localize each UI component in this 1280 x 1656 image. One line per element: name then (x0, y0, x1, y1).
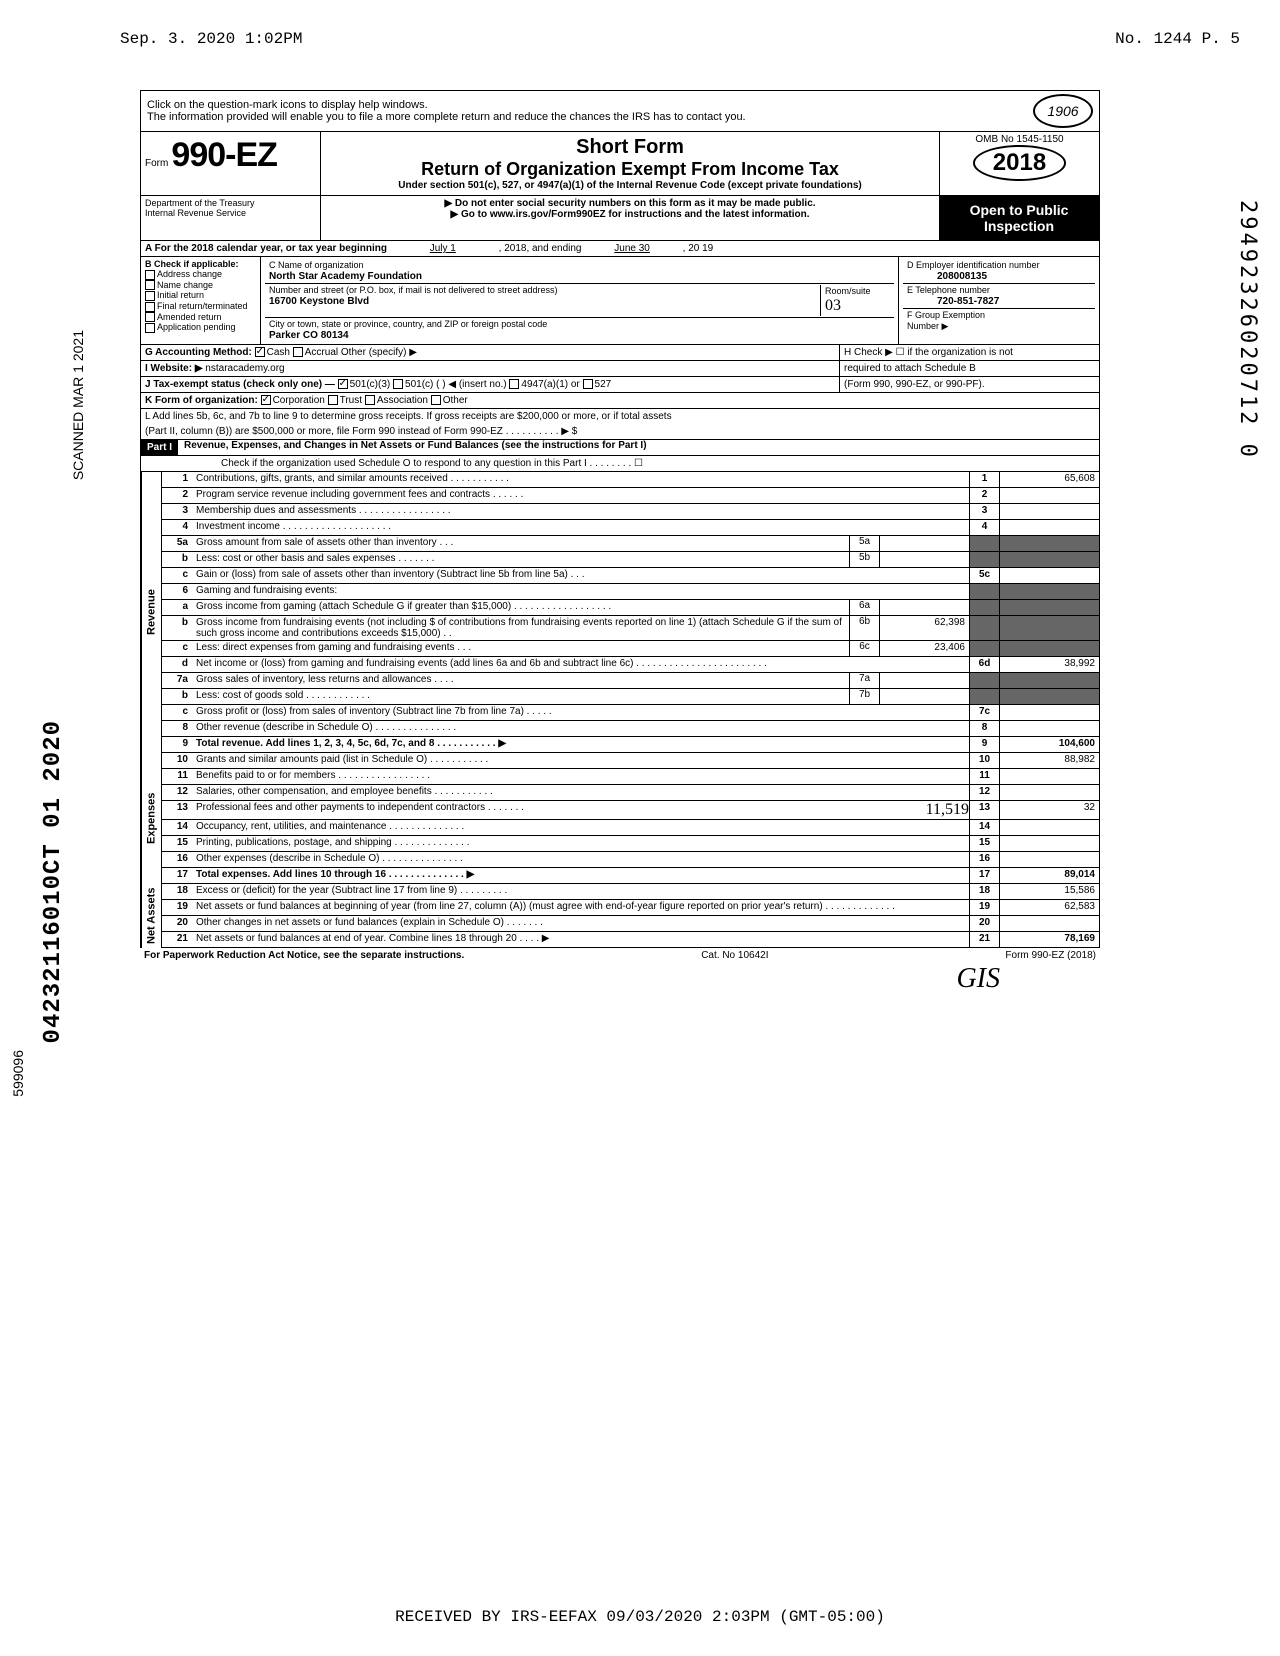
j-label: J Tax-exempt status (check only one) — (145, 379, 335, 390)
l-text1: L Add lines 5b, 6c, and 7b to line 9 to … (141, 409, 1099, 424)
e-label: E Telephone number (907, 285, 990, 295)
form-label: Form (145, 158, 168, 169)
dept-label: Department of the Treasury Internal Reve… (141, 196, 321, 240)
subtitle: Under section 501(c), 527, or 4947(a)(1)… (325, 180, 935, 191)
section-b: B Check if applicable: Address change Na… (141, 257, 261, 344)
fax-timestamp: Sep. 3. 2020 1:02PM (120, 30, 302, 48)
checkbox-final[interactable] (145, 302, 155, 312)
checkbox-other[interactable] (431, 395, 441, 405)
return-title: Return of Organization Exempt From Incom… (325, 159, 935, 180)
h-line2: required to attach Schedule B (844, 363, 976, 374)
fax-page: No. 1244 P. 5 (1115, 30, 1240, 48)
section-def: D Employer identification number 2080081… (899, 257, 1099, 344)
section-c: C Name of organization North Star Academ… (261, 257, 899, 344)
checkbox-cash[interactable] (255, 347, 265, 357)
fax-footer: RECEIVED BY IRS-EEFAX 09/03/2020 2:03PM … (0, 1608, 1280, 1626)
f-label: F Group Exemption (907, 310, 985, 320)
checkbox-527[interactable] (583, 379, 593, 389)
city-label: City or town, state or province, country… (269, 319, 547, 329)
right-barcode: 29492326020712 0 (1235, 200, 1260, 460)
checkbox-pending[interactable] (145, 323, 155, 333)
checkbox-501c[interactable] (393, 379, 403, 389)
g-label: G Accounting Method: (145, 347, 252, 358)
l-text2: (Part II, column (B)) are $500,000 or mo… (141, 424, 1099, 439)
ein: 208008135 (907, 271, 987, 282)
checkbox-corp[interactable] (261, 395, 271, 405)
part1-title: Revenue, Expenses, and Changes in Net As… (178, 440, 647, 455)
form-ref: Form 990-EZ (2018) (1005, 950, 1096, 961)
c-label: C Name of organization (269, 260, 364, 270)
checkbox-501c3[interactable] (338, 379, 348, 389)
help-banner: Click on the question-mark icons to disp… (140, 90, 1100, 132)
checkbox-amended[interactable] (145, 312, 155, 322)
revenue-block: Revenue 1Contributions, gifts, grants, a… (140, 472, 1100, 753)
signature: GIS (140, 963, 1100, 995)
form-990ez: Click on the question-mark icons to disp… (140, 90, 1100, 995)
help-line1: Click on the question-mark icons to disp… (147, 99, 746, 111)
checkbox-assoc[interactable] (365, 395, 375, 405)
l-row: L Add lines 5b, 6c, and 7b to line 9 to … (140, 409, 1100, 440)
fax-header: Sep. 3. 2020 1:02PM No. 1244 P. 5 (120, 30, 1240, 48)
i-label: I Website: ▶ (145, 363, 203, 374)
line-a: A For the 2018 calendar year, or tax yea… (140, 241, 1100, 257)
checkbox-4947[interactable] (509, 379, 519, 389)
checkbox-address[interactable] (145, 270, 155, 280)
h-line3: (Form 990, 990-EZ, or 990-PF). (844, 379, 985, 390)
omb-number: OMB No 1545-1150 (942, 134, 1097, 145)
checkbox-trust[interactable] (328, 395, 338, 405)
org-city: Parker CO 80134 (269, 330, 349, 341)
checkbox-accrual[interactable] (293, 347, 303, 357)
bcdef-block: B Check if applicable: Address change Na… (140, 257, 1100, 345)
part1-check: Check if the organization used Schedule … (140, 456, 1100, 472)
dept-row: Department of the Treasury Internal Reve… (140, 196, 1100, 241)
org-name: North Star Academy Foundation (269, 271, 422, 282)
website: nstaracademy.org (205, 363, 284, 374)
a-text: A For the 2018 calendar year, or tax yea… (145, 243, 387, 254)
checkbox-initial[interactable] (145, 291, 155, 301)
org-address: 16700 Keystone Blvd (269, 296, 369, 307)
form-number: 990-EZ (171, 136, 277, 174)
help-line2: The information provided will enable you… (147, 111, 746, 123)
checkbox-name[interactable] (145, 280, 155, 290)
a-begin: July 1 (390, 243, 496, 254)
expenses-label: Expenses (141, 753, 161, 884)
part1-label: Part I (141, 440, 178, 455)
gh-row: G Accounting Method: Cash Accrual Other … (140, 345, 1100, 361)
i-row: I Website: ▶ nstaracademy.org required t… (140, 361, 1100, 377)
part1-check-text: Check if the organization used Schedule … (141, 456, 647, 471)
a-mid: , 2018, and ending (499, 243, 582, 254)
open-to-public: Open to Public Inspection (939, 196, 1099, 240)
addr-label: Number and street (or P.O. box, if mail … (269, 285, 557, 295)
a-end: June 30 (584, 243, 680, 254)
revenue-label: Revenue (141, 472, 161, 753)
d-label: D Employer identification number (907, 260, 1040, 270)
title-row: Form 990-EZ Short Form Return of Organiz… (140, 132, 1100, 196)
expenses-block: Expenses 10Grants and similar amounts pa… (140, 753, 1100, 884)
side-barcode: 04232116010CT 01 2020 (40, 720, 67, 1043)
netassets-label: Net Assets (141, 884, 161, 948)
a-year: , 20 19 (683, 243, 714, 254)
netassets-block: Net Assets 18Excess or (deficit) for the… (140, 884, 1100, 948)
j-row: J Tax-exempt status (check only one) — 5… (140, 377, 1100, 393)
k-row: K Form of organization: Corporation Trus… (140, 393, 1100, 409)
warn2: ▶ Go to www.irs.gov/Form990EZ for instru… (327, 209, 933, 220)
room-hw: 03 (825, 297, 841, 314)
warn1: ▶ Do not enter social security numbers o… (327, 198, 933, 209)
footnote: For Paperwork Reduction Act Notice, see … (140, 948, 1100, 963)
side-scanned: SCANNED MAR 1 2021 (70, 330, 86, 480)
k-label: K Form of organization: (145, 395, 258, 406)
part1-header: Part I Revenue, Expenses, and Changes in… (140, 440, 1100, 456)
hw-13: 11,519 (926, 801, 969, 819)
tax-year: 2018 (973, 145, 1066, 181)
room-label: Room/suite (825, 286, 871, 296)
side-number: 599096 (10, 1050, 26, 1097)
stamp-oval: 1906 (1033, 94, 1093, 128)
short-form-title: Short Form (325, 136, 935, 159)
cat-no: Cat. No 10642I (701, 950, 768, 961)
h-label: H Check ▶ ☐ if the organization is not (844, 347, 1013, 358)
f-label2: Number ▶ (907, 321, 948, 331)
phone: 720-851-7827 (907, 296, 999, 307)
paperwork-notice: For Paperwork Reduction Act Notice, see … (144, 950, 464, 961)
b-label: B Check if applicable: (145, 259, 239, 269)
